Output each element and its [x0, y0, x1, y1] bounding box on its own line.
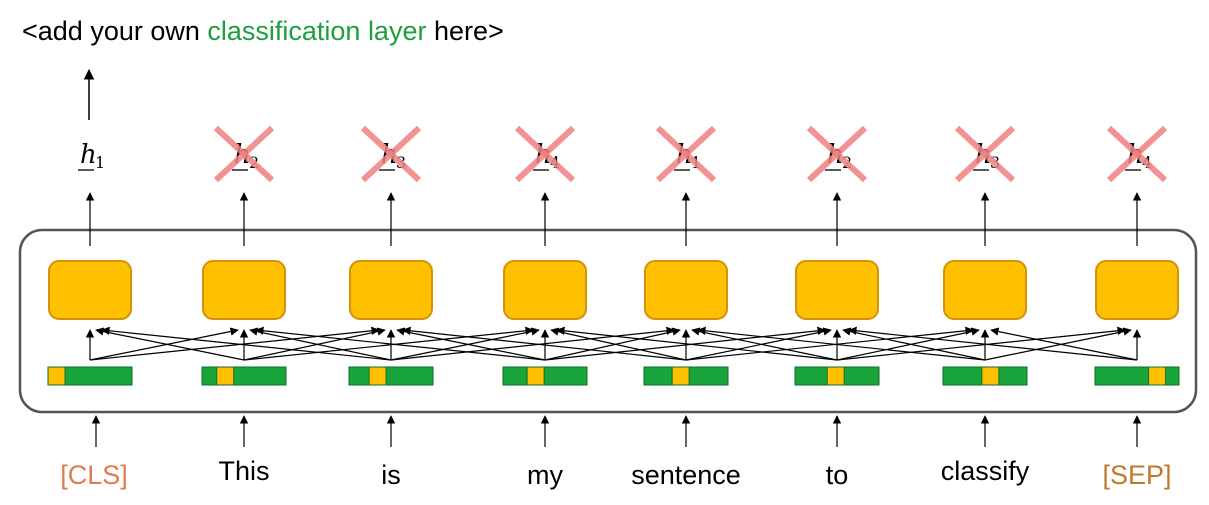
transformer-block	[48, 260, 132, 320]
attention-arrow	[243, 327, 386, 361]
attention-arrow	[697, 326, 986, 361]
attention-arrow	[691, 327, 838, 361]
token-label: my	[527, 460, 563, 490]
attention-arrow	[390, 326, 675, 361]
token-label: classify	[941, 456, 1030, 486]
position-marker	[826, 366, 845, 386]
cross-mark	[360, 125, 422, 183]
transformer-block	[795, 260, 879, 320]
attention-arrow	[89, 327, 239, 361]
attention-arrow	[984, 327, 1132, 361]
attention-arrow	[990, 327, 1138, 361]
transformer-block	[202, 260, 286, 320]
encoder-container	[18, 228, 1198, 414]
output-label: h	[80, 140, 97, 170]
cross-mark	[806, 125, 868, 183]
attention-arrow	[544, 327, 681, 361]
position-marker	[526, 366, 545, 386]
attention-arrow	[249, 327, 392, 361]
cross-mark	[655, 125, 717, 183]
token-label: to	[826, 460, 849, 490]
attention-arrow	[95, 327, 245, 361]
token-label: [SEP]	[1102, 460, 1171, 490]
position-marker	[368, 366, 387, 386]
cross-mark	[1106, 125, 1168, 183]
transformer-block	[943, 260, 1027, 320]
attention-arrow	[685, 327, 832, 361]
transformer-block	[349, 260, 433, 320]
embedding-vector	[1094, 366, 1180, 386]
cross-mark	[213, 125, 275, 183]
embedding-vector	[502, 366, 588, 386]
attention-arrow	[255, 326, 546, 361]
token-label: is	[381, 460, 401, 490]
caption-prefix: <add your own	[22, 16, 208, 46]
attention-arrow	[101, 326, 392, 361]
caption-suffix: here>	[426, 16, 504, 46]
attention-arrow	[550, 327, 687, 361]
position-marker	[216, 366, 235, 386]
embedding-vector	[348, 366, 434, 386]
attention-arrow	[390, 327, 540, 361]
token-label: sentence	[631, 460, 741, 490]
attention-arrow	[396, 327, 546, 361]
position-marker	[47, 366, 66, 386]
cross-mark	[514, 125, 576, 183]
transformer-block	[644, 260, 728, 320]
attention-arrow	[848, 326, 1138, 361]
position-marker	[981, 366, 1000, 386]
output-subscript: 1	[95, 153, 105, 172]
attention-arrow	[402, 326, 687, 361]
attention-arrow	[836, 326, 1126, 361]
embedding-vector	[201, 366, 287, 386]
position-marker	[671, 366, 690, 386]
attention-arrow	[842, 327, 986, 361]
attention-arrow	[556, 326, 838, 361]
caption: <add your own classification layer here>	[22, 16, 504, 47]
cross-mark	[954, 125, 1016, 183]
attention-arrow	[685, 326, 974, 361]
caption-highlight: classification layer	[207, 16, 427, 46]
attention-arrow	[89, 326, 380, 361]
token-label: This	[218, 456, 269, 486]
position-marker	[1148, 366, 1167, 386]
transformer-block	[1095, 260, 1179, 320]
transformer-block	[503, 260, 587, 320]
token-label: [CLS]	[60, 460, 128, 490]
attention-arrow	[836, 327, 980, 361]
attention-arrow	[243, 326, 534, 361]
attention-arrow	[544, 326, 826, 361]
